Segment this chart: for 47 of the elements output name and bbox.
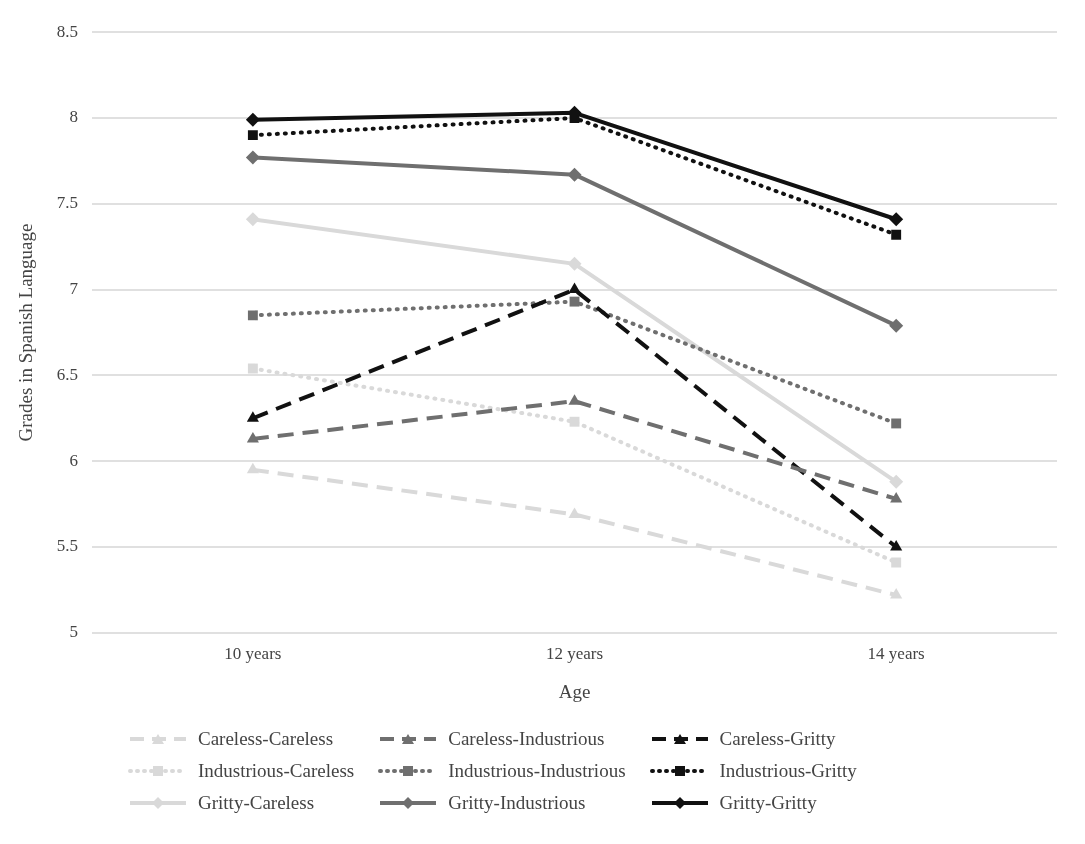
y-tick-label: 5.5 [56, 536, 79, 556]
point [568, 507, 581, 518]
point [247, 363, 258, 374]
y-tick-label: 5 [69, 622, 79, 642]
legend-label: Gritty-Industrious [448, 792, 586, 814]
legend-label: Industrious-Gritty [719, 760, 857, 782]
x-tick-label: 14 years [867, 644, 925, 664]
point [568, 394, 581, 405]
point [245, 112, 260, 127]
x-axis-title: Age [558, 680, 591, 702]
point [569, 296, 580, 307]
y-tick-label: 8.5 [56, 21, 79, 41]
legend-label: Careless-Gritty [719, 728, 836, 750]
point [891, 229, 902, 240]
x-tick-label: 10 years [224, 644, 282, 664]
y-tick-label: 6.5 [56, 364, 79, 384]
y-tick-label: 7.5 [56, 193, 79, 213]
point [246, 411, 259, 422]
point [245, 212, 260, 227]
point [891, 418, 902, 429]
legend-label: Industrious-Industrious [448, 760, 626, 782]
y-tick-label: 8 [69, 107, 79, 127]
legend-label: Gritty-Careless [198, 792, 315, 814]
legend-label: Industrious-Careless [198, 760, 355, 782]
legend-label: Careless-Industrious [448, 728, 605, 750]
point [889, 318, 904, 333]
point [567, 167, 582, 182]
point [247, 130, 258, 141]
x-tick-label: 12 years [545, 644, 604, 664]
point [246, 462, 259, 474]
point [569, 416, 580, 427]
y-tick-label: 6 [69, 450, 79, 470]
point [890, 588, 903, 599]
point [891, 557, 902, 568]
point [246, 431, 259, 443]
y-tick-label: 7 [69, 279, 79, 299]
point [245, 150, 260, 165]
point [890, 491, 903, 503]
y-axis-title: Grades in Spanish Language [15, 223, 37, 442]
point [568, 282, 581, 294]
point [247, 310, 258, 321]
legend-label: Careless-Careless [198, 728, 334, 750]
point [567, 256, 582, 271]
point [889, 474, 904, 489]
point [890, 540, 903, 551]
legend-label: Gritty-Gritty [719, 792, 817, 814]
point [889, 212, 904, 227]
